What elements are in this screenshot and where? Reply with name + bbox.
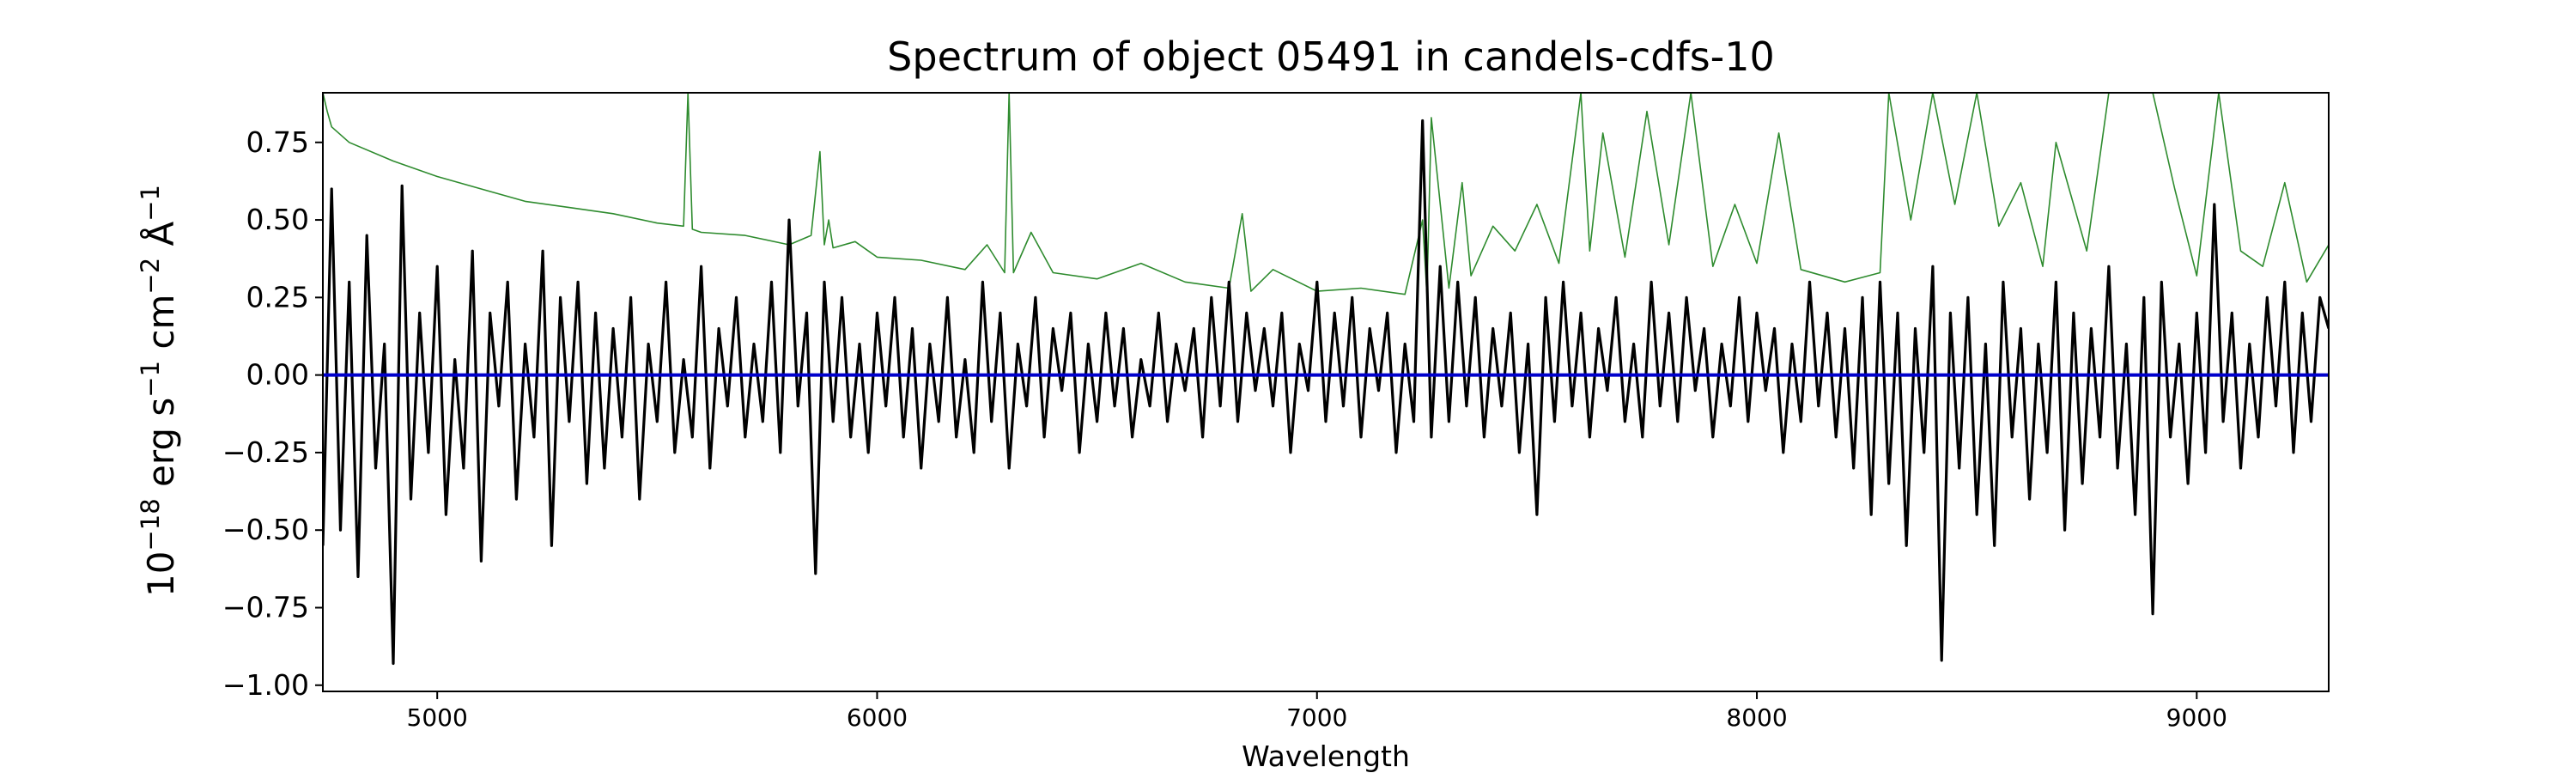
x-axis-label: Wavelength [1242,740,1410,773]
y-tick-label: 0.50 [246,203,309,236]
y-tick-label: −0.25 [222,435,309,469]
plot-frame [322,92,2330,692]
x-tick-label: 8000 [1726,703,1787,732]
plot-area [322,92,2330,692]
y-tick-label: −0.75 [222,590,309,624]
series-layer [323,93,2329,666]
x-tick-label: 6000 [847,703,908,732]
chart-title: Spectrum of object 05491 in candels-cdfs… [887,33,1775,80]
y-tick-label: 0.75 [246,125,309,159]
y-tick-label: −1.00 [222,668,309,702]
x-tick-label: 5000 [407,703,468,732]
error-series-line [323,93,2329,295]
x-tick-label: 7000 [1286,703,1347,732]
y-tick-label: −0.50 [222,513,309,546]
y-axis-label: 10−18 erg s−1 cm−2 Å−1 [136,185,182,597]
data-series-line [323,119,2329,666]
y-axis: 0.75 0.50 0.25 0.00 −0.25 −0.50 −0.75 −1.00 [222,125,323,702]
y-tick-label: 0.25 [246,280,309,313]
x-tick-label: 9000 [2166,703,2227,732]
y-tick-label: 0.00 [246,358,309,392]
y-axis-label-group: 10−18 erg s−1 cm−2 Å−1 [136,185,182,597]
x-axis: 5000 6000 7000 8000 9000 [407,691,2227,732]
